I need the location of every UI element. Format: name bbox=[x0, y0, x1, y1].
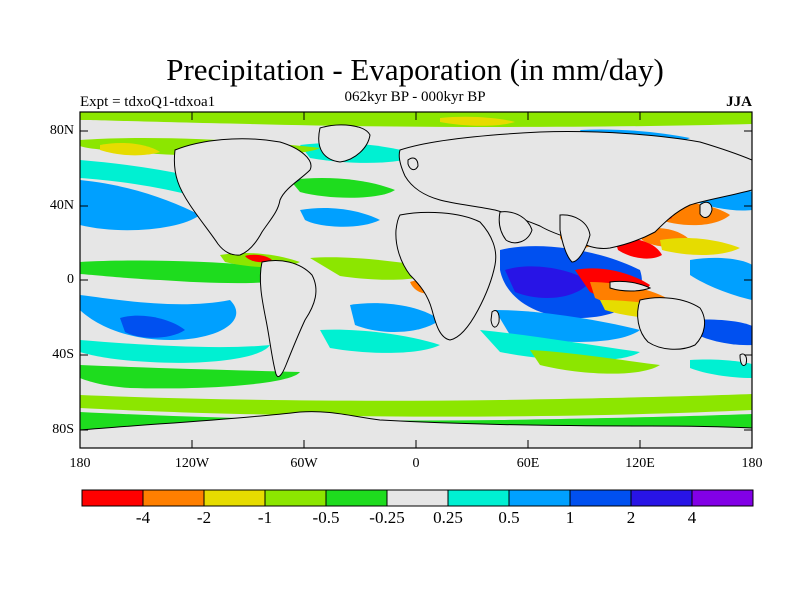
colorbar-box bbox=[203, 489, 266, 507]
colorbar-box bbox=[264, 489, 327, 507]
lat-label: 80S bbox=[52, 422, 74, 437]
field-region bbox=[80, 365, 300, 389]
field-region bbox=[530, 350, 660, 374]
colorbar-label: -0.5 bbox=[312, 508, 340, 527]
colorbar-box bbox=[142, 489, 205, 507]
field-region bbox=[300, 208, 380, 227]
lon-label: 60W bbox=[290, 456, 318, 471]
lon-label: 120W bbox=[174, 456, 210, 471]
uk bbox=[407, 157, 419, 171]
field-region bbox=[505, 266, 590, 298]
field-region bbox=[440, 116, 515, 126]
colorbar-box bbox=[691, 489, 754, 507]
colorbar-label: 4 bbox=[687, 508, 697, 527]
lat-label: 40N bbox=[49, 198, 74, 213]
antarctica bbox=[80, 411, 752, 448]
colorbar-box bbox=[386, 489, 449, 507]
field-region bbox=[80, 340, 270, 363]
north-america bbox=[173, 138, 312, 256]
africa bbox=[395, 211, 497, 341]
lat-label: 40S bbox=[52, 347, 74, 362]
colorbar-box bbox=[630, 489, 693, 507]
colorbar-label: 2 bbox=[626, 508, 636, 527]
colorbar-box bbox=[447, 489, 510, 507]
colorbar-box bbox=[81, 489, 144, 507]
field-region bbox=[660, 237, 740, 255]
field-layer bbox=[80, 112, 752, 448]
lat-ticks bbox=[80, 130, 752, 431]
field-region bbox=[690, 257, 752, 300]
field-region bbox=[120, 315, 185, 338]
colorbar-box bbox=[325, 489, 388, 507]
colorbar-label: -2 bbox=[196, 508, 212, 527]
field-region bbox=[80, 180, 200, 231]
lon-label: 180 bbox=[69, 456, 91, 471]
colorbar-label: -0.25 bbox=[369, 508, 405, 527]
lon-label: 0 bbox=[412, 456, 420, 471]
colorbar-label: -1 bbox=[257, 508, 273, 527]
colorbar-label: 0.5 bbox=[498, 508, 520, 527]
field-region bbox=[290, 178, 395, 198]
field-region bbox=[80, 295, 237, 340]
map-title: Precipitation - Evaporation (in mm/day) bbox=[166, 52, 664, 87]
colorbar-label: 1 bbox=[565, 508, 575, 527]
field-region bbox=[80, 394, 752, 417]
eurasia bbox=[398, 131, 752, 249]
greenland bbox=[318, 124, 371, 163]
australia bbox=[637, 297, 706, 350]
field-region bbox=[100, 142, 160, 156]
indonesia bbox=[609, 280, 652, 292]
colorbar-box bbox=[508, 489, 571, 507]
coastlines bbox=[80, 124, 752, 448]
lat-label: 0 bbox=[67, 272, 74, 287]
field-region bbox=[690, 319, 752, 346]
field-region bbox=[320, 329, 440, 353]
south-america bbox=[259, 260, 317, 378]
colorbar-label: -4 bbox=[135, 508, 151, 527]
lon-label: 180 bbox=[741, 456, 763, 471]
map-subtitle: 062kyr BP - 000kyr BP bbox=[344, 89, 486, 105]
lon-label: 60E bbox=[516, 456, 540, 471]
field-region bbox=[690, 359, 752, 378]
new-zealand bbox=[739, 353, 747, 367]
madagascar bbox=[490, 309, 500, 328]
colorbar-label: 0.25 bbox=[433, 508, 463, 527]
field-region bbox=[245, 254, 272, 263]
field-region bbox=[310, 257, 440, 280]
india bbox=[559, 214, 591, 263]
season-label: JJA bbox=[726, 94, 752, 110]
field-region bbox=[350, 303, 440, 332]
arabia bbox=[498, 211, 533, 244]
japan bbox=[699, 201, 713, 218]
lon-label: 120E bbox=[625, 456, 655, 471]
lon-ticks bbox=[79, 112, 753, 448]
colorbar-box bbox=[569, 489, 632, 507]
experiment-label: Expt = tdxoQ1-tdxoa1 bbox=[80, 94, 216, 110]
colorbar bbox=[81, 489, 754, 507]
field-region bbox=[480, 330, 640, 361]
lat-label: 80N bbox=[49, 123, 74, 138]
field-region bbox=[495, 310, 640, 342]
